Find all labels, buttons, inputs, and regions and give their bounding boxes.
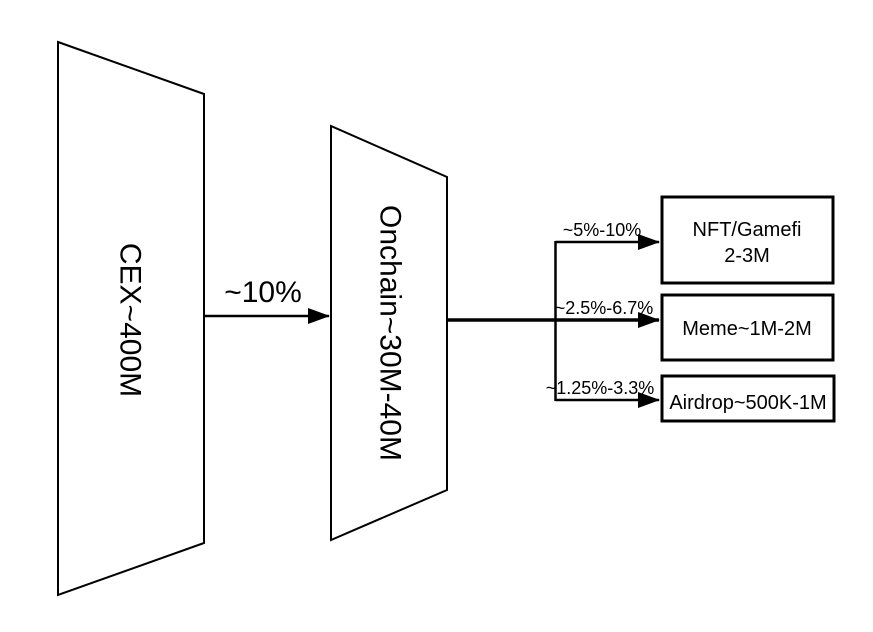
edge-label-onchain-to-airdrop: ~1.25%-3.3% bbox=[546, 378, 655, 398]
nft-gamefi-label-line1: NFT/Gamefi bbox=[693, 219, 802, 241]
airdrop-box bbox=[660, 374, 836, 423]
meme-label: Meme~1M-2M bbox=[682, 318, 811, 340]
cex-node-shape bbox=[57, 40, 205, 597]
nft-gamefi-label-line2: 2-3M bbox=[724, 245, 770, 267]
edge-label-onchain-to-nft: ~5%-10% bbox=[563, 220, 642, 240]
nft-gamefi-box bbox=[660, 195, 835, 285]
onchain-node-label: Onchain~30M-40M bbox=[374, 205, 407, 461]
edge-label-cex-to-onchain: ~10% bbox=[224, 276, 302, 309]
edge-label-onchain-to-meme: ~2.5%-6.7% bbox=[555, 298, 654, 318]
airdrop-label: Airdrop~500K-1M bbox=[669, 392, 826, 414]
onchain-node-shape bbox=[330, 124, 448, 542]
meme-box bbox=[660, 293, 835, 362]
cex-node-label: CEX~400M bbox=[114, 243, 147, 397]
